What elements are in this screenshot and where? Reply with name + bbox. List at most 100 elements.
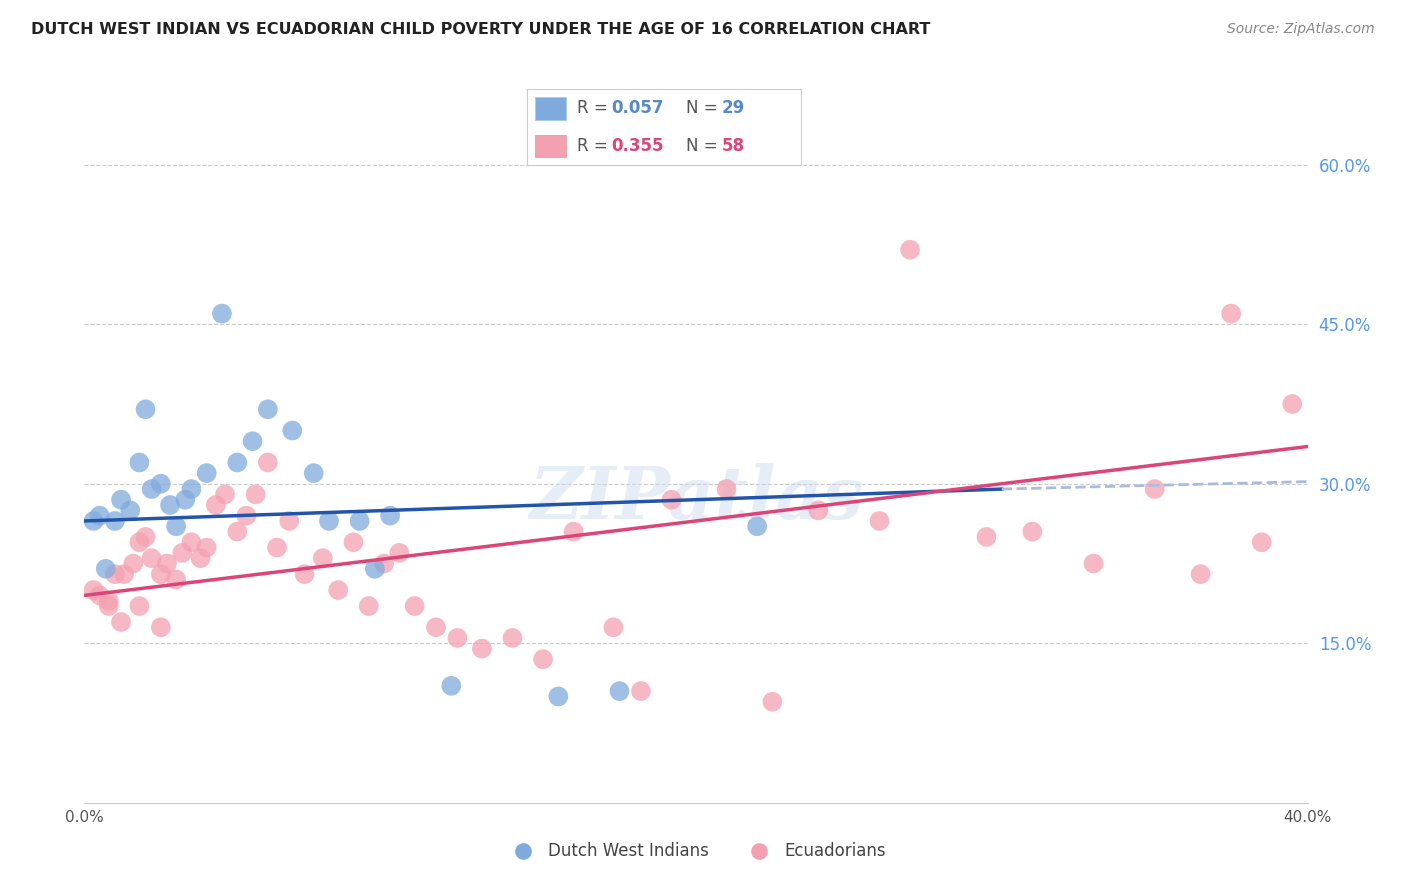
Point: [1143, 482, 1166, 496]
Point: [120, 503, 142, 517]
Point: [302, 466, 325, 480]
Point: [661, 492, 683, 507]
Point: [278, 514, 301, 528]
Point: [312, 551, 335, 566]
Point: [135, 402, 157, 417]
Point: [245, 487, 267, 501]
Point: [159, 498, 181, 512]
Point: [128, 599, 150, 613]
Point: [266, 541, 288, 555]
Point: [205, 498, 228, 512]
Point: [1021, 524, 1043, 539]
Point: [195, 466, 218, 480]
Point: [141, 551, 163, 566]
Point: [112, 567, 135, 582]
Point: [195, 541, 218, 555]
Text: 29: 29: [721, 99, 745, 117]
Point: [471, 641, 494, 656]
Point: [235, 508, 257, 523]
Point: [1083, 557, 1105, 571]
Point: [257, 402, 280, 417]
Point: [609, 684, 631, 698]
Point: [165, 573, 187, 587]
Text: N =: N =: [686, 137, 723, 155]
Point: [149, 620, 172, 634]
Point: [149, 476, 172, 491]
Text: 58: 58: [721, 137, 745, 155]
Point: [562, 524, 585, 539]
Point: [89, 589, 111, 603]
Point: [141, 482, 163, 496]
Point: [373, 557, 395, 571]
FancyBboxPatch shape: [536, 97, 565, 120]
Point: [180, 482, 202, 496]
Text: Source: ZipAtlas.com: Source: ZipAtlas.com: [1227, 22, 1375, 37]
Point: [94, 562, 117, 576]
Point: [174, 492, 197, 507]
FancyBboxPatch shape: [536, 135, 565, 158]
Point: [1250, 535, 1272, 549]
Legend: Dutch West Indians, Ecuadorians: Dutch West Indians, Ecuadorians: [499, 836, 893, 867]
Point: [898, 243, 921, 257]
Point: [446, 631, 468, 645]
Point: [342, 535, 364, 549]
Point: [602, 620, 624, 634]
Point: [502, 631, 524, 645]
Point: [807, 503, 830, 517]
Point: [165, 519, 187, 533]
Point: [83, 583, 105, 598]
Text: 0.355: 0.355: [610, 137, 664, 155]
Point: [128, 535, 150, 549]
Point: [226, 455, 249, 469]
Point: [242, 434, 264, 449]
Point: [190, 551, 212, 566]
Point: [976, 530, 998, 544]
Point: [869, 514, 891, 528]
Point: [104, 567, 127, 582]
Point: [257, 455, 280, 469]
Point: [328, 583, 350, 598]
Point: [357, 599, 380, 613]
Point: [318, 514, 340, 528]
Point: [1281, 397, 1303, 411]
Point: [404, 599, 426, 613]
Text: R =: R =: [576, 99, 613, 117]
Point: [156, 557, 179, 571]
Point: [761, 695, 783, 709]
Point: [531, 652, 554, 666]
Point: [122, 557, 145, 571]
Point: [128, 455, 150, 469]
Point: [440, 679, 463, 693]
Point: [110, 492, 132, 507]
Point: [547, 690, 569, 704]
Point: [211, 307, 233, 321]
Point: [104, 514, 127, 528]
Point: [110, 615, 132, 629]
Text: ZIPatlas: ZIPatlas: [529, 463, 863, 534]
Point: [630, 684, 652, 698]
Point: [380, 508, 402, 523]
Point: [180, 535, 202, 549]
Point: [716, 482, 738, 496]
Point: [281, 424, 304, 438]
Point: [97, 599, 120, 613]
Point: [89, 508, 111, 523]
Text: 0.057: 0.057: [610, 99, 664, 117]
Text: R =: R =: [576, 137, 613, 155]
Point: [747, 519, 769, 533]
Point: [349, 514, 371, 528]
Point: [294, 567, 316, 582]
Point: [83, 514, 105, 528]
Text: N =: N =: [686, 99, 723, 117]
Point: [149, 567, 172, 582]
Point: [1189, 567, 1212, 582]
Point: [226, 524, 249, 539]
Point: [388, 546, 411, 560]
Point: [425, 620, 447, 634]
Point: [97, 593, 120, 607]
Text: DUTCH WEST INDIAN VS ECUADORIAN CHILD POVERTY UNDER THE AGE OF 16 CORRELATION CH: DUTCH WEST INDIAN VS ECUADORIAN CHILD PO…: [31, 22, 931, 37]
Point: [172, 546, 194, 560]
Point: [364, 562, 387, 576]
Point: [214, 487, 236, 501]
Point: [1220, 307, 1243, 321]
